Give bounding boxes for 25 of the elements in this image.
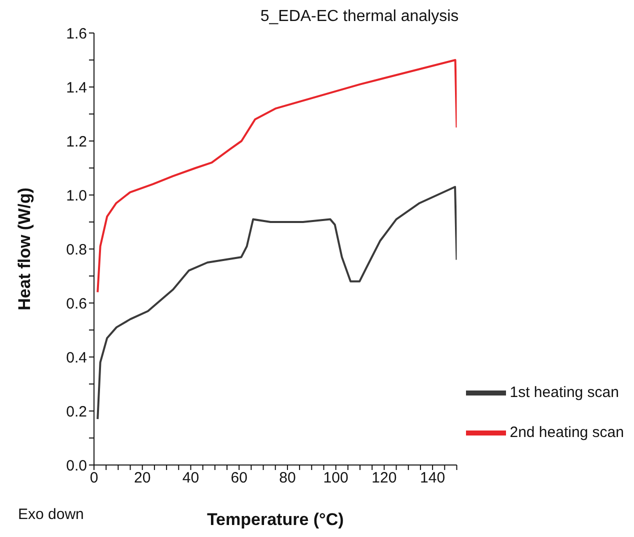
y-tick-label: 1.6: [66, 25, 87, 42]
y-axis-title: Heat flow (W/g): [15, 188, 34, 310]
x-tick-label: 60: [230, 470, 248, 487]
x-axis-title: Temperature (°C): [206, 510, 344, 529]
legend-label: 2nd heating scan: [510, 424, 624, 441]
x-tick-label: 140: [420, 470, 446, 487]
x-tick-label: 80: [279, 470, 296, 487]
y-tick-label: 1.0: [66, 187, 87, 204]
x-tick-label: 100: [323, 470, 348, 487]
y-tick-label: 0.8: [66, 241, 87, 258]
y-tick-label: 0.6: [66, 295, 87, 312]
y-tick-label: 1.4: [66, 79, 87, 96]
y-tick-label: 0.0: [66, 457, 87, 474]
text: Exo down: [18, 506, 84, 523]
x-tick-label: 0: [90, 470, 98, 487]
chart-title: 5_EDA-EC thermal analysis: [259, 8, 460, 26]
x-tick-label: 20: [134, 470, 151, 487]
y-tick-label: 0.4: [66, 349, 87, 366]
y-tick-label: 0.2: [66, 403, 87, 420]
legend-label: 1st heating scan: [510, 384, 619, 401]
line-series: [96, 186, 457, 420]
x-tick-label: 120: [372, 470, 397, 487]
x-tick-label: 40: [182, 470, 200, 487]
line-series: [96, 59, 457, 294]
y-tick-label: 1.2: [66, 133, 87, 150]
